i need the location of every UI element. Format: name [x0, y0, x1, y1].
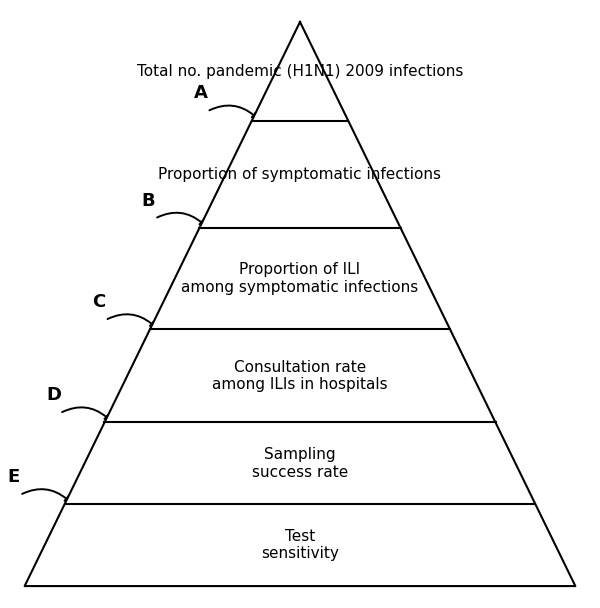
- Text: Total no. pandemic (H1N1) 2009 infections: Total no. pandemic (H1N1) 2009 infection…: [137, 64, 463, 79]
- Text: Proportion of ILI
among symptomatic infections: Proportion of ILI among symptomatic infe…: [181, 263, 419, 295]
- Text: A: A: [194, 85, 208, 102]
- Text: Test
sensitivity: Test sensitivity: [261, 529, 339, 561]
- Text: D: D: [46, 386, 61, 404]
- Text: E: E: [8, 468, 20, 486]
- Text: Sampling
success rate: Sampling success rate: [252, 447, 348, 480]
- Text: Consultation rate
among ILIs in hospitals: Consultation rate among ILIs in hospital…: [212, 360, 388, 392]
- Text: C: C: [92, 293, 106, 311]
- Text: B: B: [142, 192, 155, 210]
- Text: Proportion of symptomatic infections: Proportion of symptomatic infections: [158, 167, 442, 182]
